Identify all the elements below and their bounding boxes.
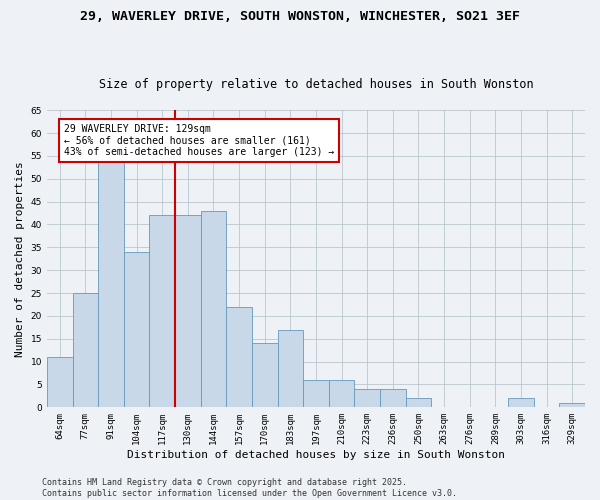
Bar bbox=[175, 216, 200, 408]
Bar bbox=[226, 307, 252, 408]
Text: Contains HM Land Registry data © Crown copyright and database right 2025.
Contai: Contains HM Land Registry data © Crown c… bbox=[42, 478, 457, 498]
Title: Size of property relative to detached houses in South Wonston: Size of property relative to detached ho… bbox=[98, 78, 533, 91]
Bar bbox=[406, 398, 431, 407]
Bar bbox=[252, 344, 278, 407]
Bar bbox=[73, 293, 98, 408]
Text: 29 WAVERLEY DRIVE: 129sqm
← 56% of detached houses are smaller (161)
43% of semi: 29 WAVERLEY DRIVE: 129sqm ← 56% of detac… bbox=[64, 124, 334, 157]
Y-axis label: Number of detached properties: Number of detached properties bbox=[15, 161, 25, 356]
Bar bbox=[149, 216, 175, 408]
Bar bbox=[47, 357, 73, 408]
Bar bbox=[98, 160, 124, 408]
Bar bbox=[278, 330, 303, 407]
X-axis label: Distribution of detached houses by size in South Wonston: Distribution of detached houses by size … bbox=[127, 450, 505, 460]
Text: 29, WAVERLEY DRIVE, SOUTH WONSTON, WINCHESTER, SO21 3EF: 29, WAVERLEY DRIVE, SOUTH WONSTON, WINCH… bbox=[80, 10, 520, 23]
Bar bbox=[559, 403, 585, 407]
Bar bbox=[380, 389, 406, 407]
Bar bbox=[200, 211, 226, 408]
Bar bbox=[508, 398, 534, 407]
Bar bbox=[329, 380, 355, 407]
Bar bbox=[355, 389, 380, 407]
Bar bbox=[303, 380, 329, 407]
Bar bbox=[124, 252, 149, 408]
